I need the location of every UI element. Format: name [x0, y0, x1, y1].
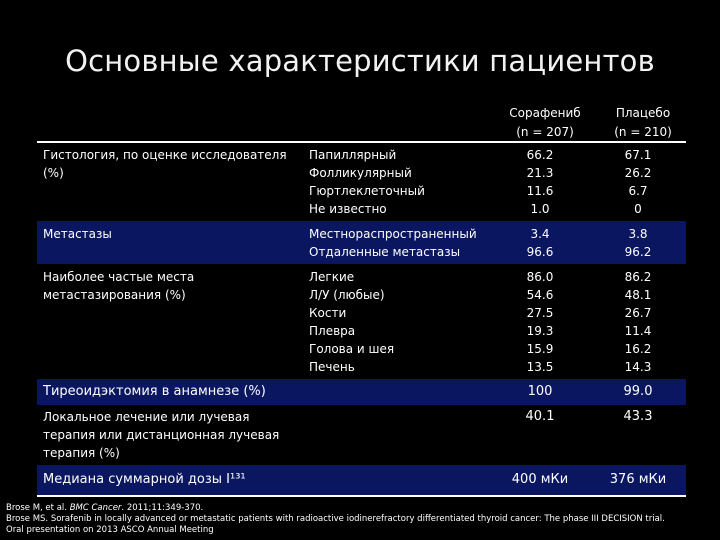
- column-header-sorafenib: Сорафениб (n = 207): [490, 104, 600, 142]
- row-label: Наиболее частые места метастазирования (…: [43, 270, 195, 302]
- table-bottom-rule: [37, 495, 686, 497]
- column-header-name: Сорафениб: [509, 106, 581, 120]
- column-header-placebo: Плацебо (n = 210): [588, 104, 698, 142]
- column-header-n: (n = 210): [614, 125, 672, 139]
- table-row-metastases: Метастазы Местнораспространенный Отдален…: [37, 221, 686, 264]
- table-row-histology: Гистология, по оценке исследователя (%) …: [37, 143, 686, 221]
- table-row-thyroidectomy: Тиреоидэктомия в анамнезе (%) 100 99.0: [37, 379, 686, 405]
- row-values-placebo: 99.0: [623, 384, 653, 399]
- row-values-sorafenib: 40.1: [525, 409, 555, 424]
- row-subcategories: Папиллярный Фолликулярный Гюртлеклеточны…: [309, 148, 425, 216]
- table-row-metastasis-sites: Наиболее частые места метастазирования (…: [37, 264, 686, 379]
- row-values-placebo: 67.1 26.2 6.7 0: [624, 148, 652, 216]
- reference-1-journal: BMC Cancer: [69, 503, 122, 513]
- reference-1: Brose M, et al. BMC Cancer. 2011;11:349-…: [6, 503, 720, 514]
- row-values-placebo: 3.8 96.2: [624, 227, 652, 259]
- table-row-median-dose: Медиана суммарной дозы I¹³¹ 400 мКи 376 …: [37, 465, 686, 495]
- reference-1-details: . 2011;11:349-370.: [121, 503, 204, 513]
- references: Brose M, et al. BMC Cancer. 2011;11:349-…: [6, 503, 720, 536]
- row-values-sorafenib: 86.0 54.6 27.5 19.3 15.9 13.5: [526, 270, 554, 374]
- row-label: Метастазы: [43, 227, 112, 241]
- column-header-n: (n = 207): [516, 125, 574, 139]
- row-label: Локальное лечение или лучевая терапия ил…: [43, 410, 280, 460]
- reference-2: Brose MS. Sorafenib in locally advanced …: [6, 514, 665, 524]
- table-top-rule: [37, 141, 686, 143]
- row-values-placebo: 376 мКи: [609, 472, 667, 487]
- row-subcategories: Легкие Л/У (любые) Кости Плевра Голова и…: [309, 270, 395, 374]
- row-values-placebo: 43.3: [623, 409, 653, 424]
- row-values-sorafenib: 100: [527, 384, 553, 399]
- row-subcategories: Местнораспространенный Отдаленные метаст…: [309, 227, 477, 259]
- row-values-placebo: 86.2 48.1 26.7 11.4 16.2 14.3: [624, 270, 652, 374]
- row-label: Медиана суммарной дозы I¹³¹: [43, 472, 246, 487]
- row-values-sorafenib: 400 мКи: [511, 472, 569, 487]
- row-values-sorafenib: 66.2 21.3 11.6 1.0: [526, 148, 554, 216]
- table-row-local-treatment: Локальное лечение или лучевая терапия ил…: [37, 405, 686, 465]
- row-label: Гистология, по оценке исследователя (%): [43, 148, 287, 180]
- reference-1-author: Brose M, et al.: [6, 503, 67, 513]
- column-header-name: Плацебо: [615, 106, 671, 120]
- reference-3: Oral presentation on 2013 ASCO Annual Me…: [6, 525, 214, 535]
- slide-title: Основные характеристики пациентов: [65, 44, 655, 78]
- row-label: Тиреоидэктомия в анамнезе (%): [43, 384, 266, 399]
- row-values-sorafenib: 3.4 96.6: [526, 227, 554, 259]
